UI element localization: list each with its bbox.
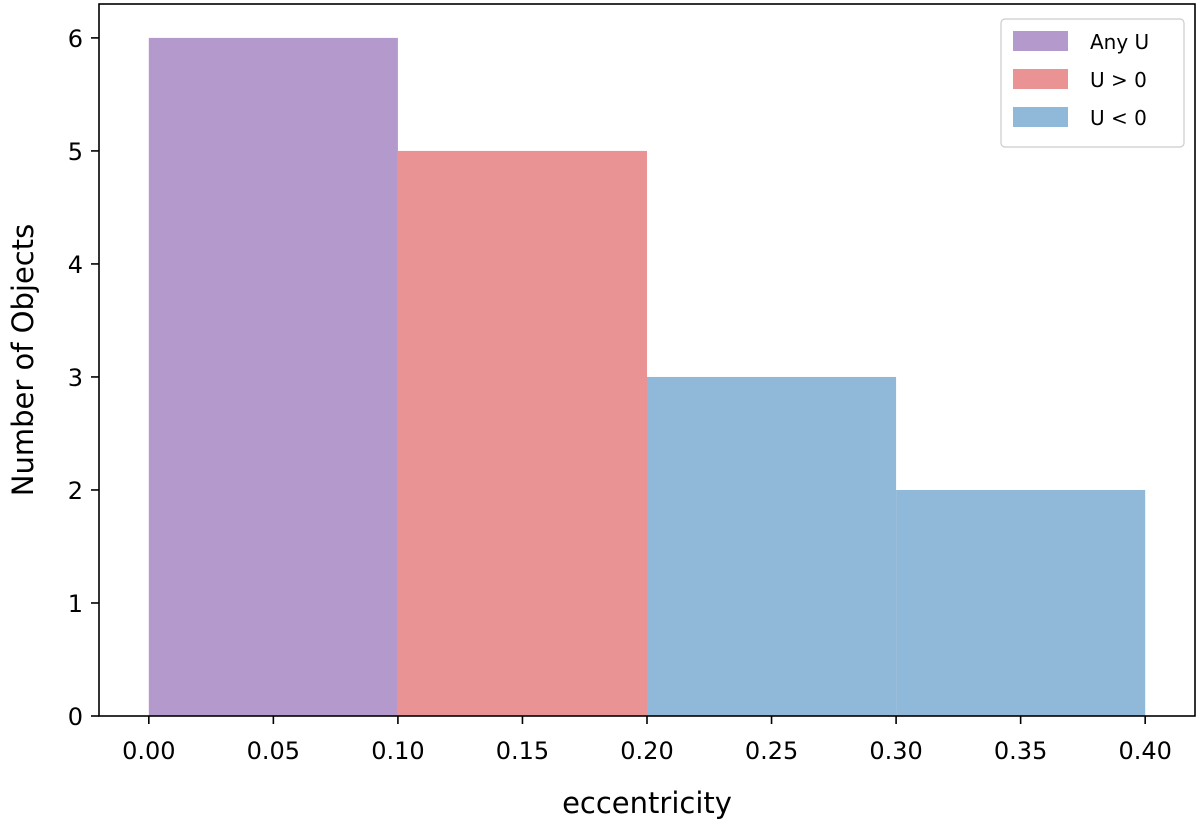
y-tick-label: 3 (68, 364, 83, 392)
y-axis-ticks: 0 1 2 3 4 5 6 (68, 25, 99, 731)
legend-swatch (1013, 107, 1068, 127)
x-tick-label: 0.30 (869, 737, 922, 765)
histogram-bar (397, 150, 647, 716)
histogram-bar (148, 37, 398, 716)
legend: Any U U > 0 U < 0 (1000, 18, 1185, 148)
y-tick-label: 5 (68, 138, 83, 166)
x-tick-label: 0.15 (496, 737, 549, 765)
y-axis-label: Number of Objects (6, 224, 40, 496)
y-tick-label: 4 (68, 251, 83, 279)
bars-layer (148, 37, 1146, 716)
x-tick-label: 0.35 (994, 737, 1047, 765)
legend-label: U > 0 (1090, 68, 1147, 92)
y-tick-label: 6 (68, 25, 83, 53)
x-tick-label: 0.00 (122, 737, 175, 765)
x-axis-ticks: 0.00 0.05 0.10 0.15 0.20 0.25 0.30 0.35 0.40 (122, 716, 1172, 765)
legend-swatch (1013, 69, 1068, 89)
x-tick-label: 0.05 (247, 737, 300, 765)
histogram-bar (647, 376, 897, 716)
y-tick-label: 2 (68, 477, 83, 505)
legend-swatch (1013, 31, 1068, 51)
histogram-bar (896, 489, 1146, 716)
x-tick-label: 0.10 (371, 737, 424, 765)
x-tick-label: 0.40 (1118, 737, 1171, 765)
x-tick-label: 0.25 (745, 737, 798, 765)
x-axis-label: eccentricity (562, 786, 732, 820)
x-tick-label: 0.20 (620, 737, 673, 765)
legend-label: U < 0 (1090, 106, 1147, 130)
legend-label: Any U (1090, 30, 1149, 54)
y-tick-label: 1 (68, 590, 83, 618)
y-tick-label: 0 (68, 703, 83, 731)
